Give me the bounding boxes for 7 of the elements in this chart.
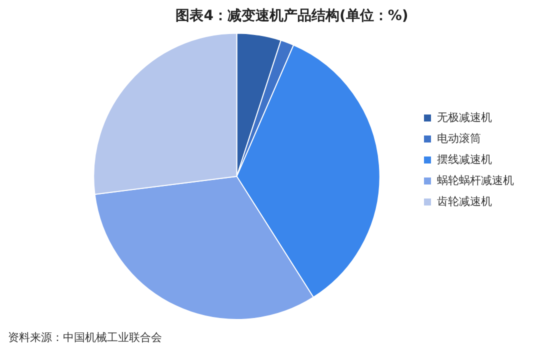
legend-label: 蜗轮蜗杆减速机 — [437, 174, 514, 187]
text: 资料来源：中国机械工业联合会 — [8, 330, 162, 345]
legend-label: 无极减速机 — [437, 110, 492, 124]
legend-label: 摆线减速机 — [437, 152, 492, 166]
legend-label: 电动滚筒 — [437, 132, 481, 145]
legend-label: 齿轮减速机 — [437, 194, 492, 208]
chart-title: 图表4：减变速机产品结构(单位：%) — [176, 7, 408, 24]
